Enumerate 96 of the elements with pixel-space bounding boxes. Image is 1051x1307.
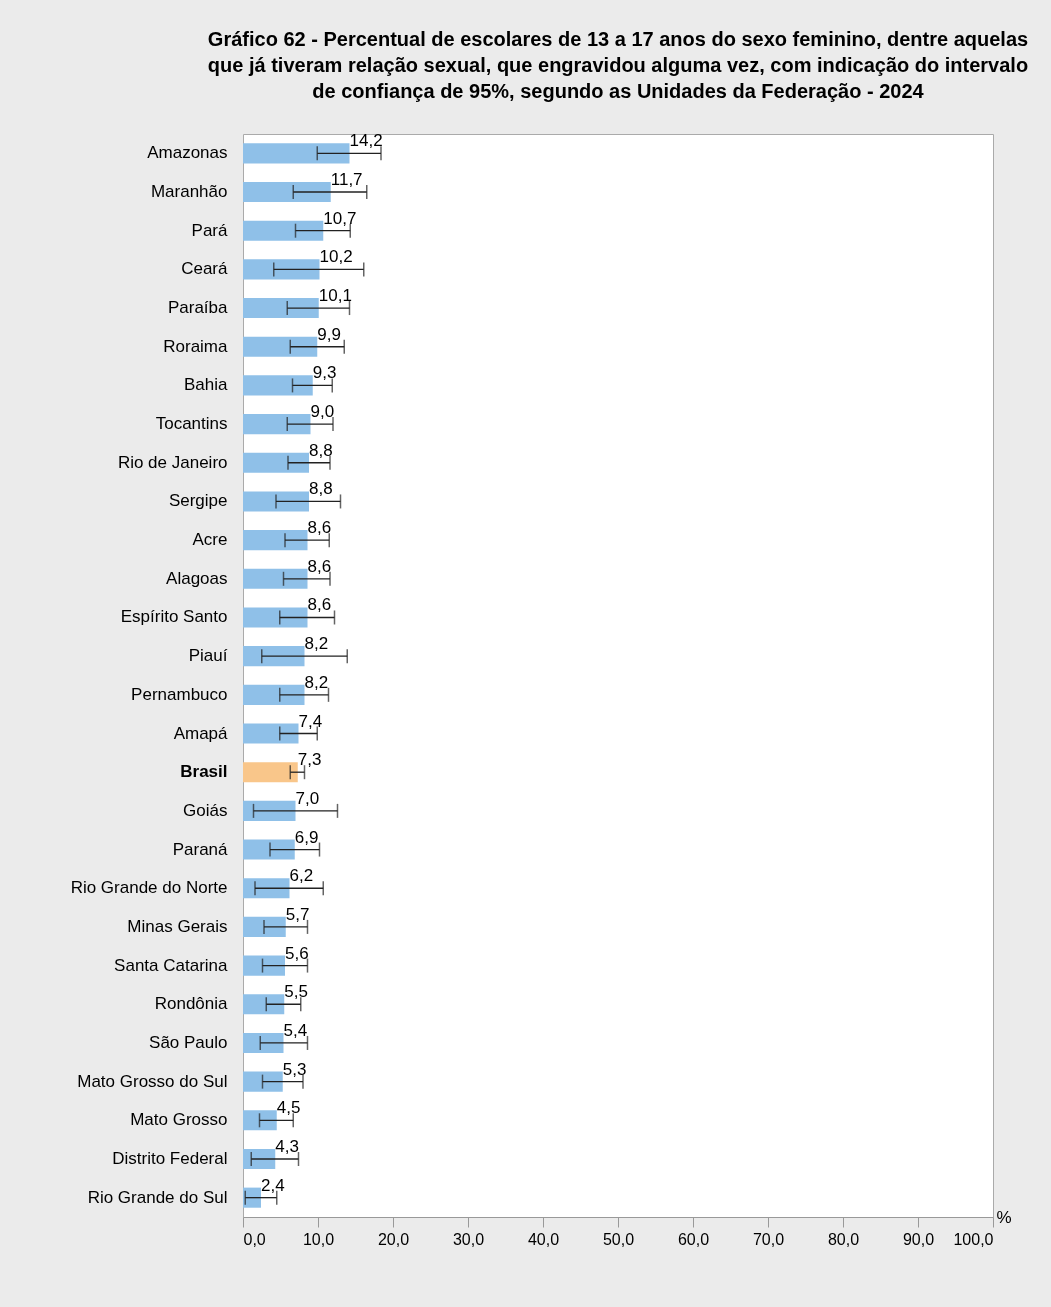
bar — [243, 878, 290, 899]
x-tick-label: 70,0 — [752, 1230, 785, 1248]
x-tick-label: 10,0 — [302, 1230, 335, 1248]
y-tick-label: Brasil — [180, 762, 228, 782]
y-tick-label: Roraima — [163, 336, 229, 356]
data-label: 8,6 — [307, 556, 332, 576]
chart-title: Gráfico 62 - Percentual de escolares de 13 a 17 anos do sexo feminino, dentre aquelas que já tiveram relação sexual, que engravidou alguma vez, com indicação do intervalo de confiança de 95%, segundo as Unidades da Federação - 2024 — [207, 28, 1029, 103]
data-label: 7,3 — [297, 750, 322, 770]
x-tick-label: 20,0 — [377, 1230, 410, 1248]
bar — [243, 220, 324, 241]
bar — [243, 181, 331, 203]
data-label: 9,0 — [310, 402, 335, 422]
data-label: 2,4 — [261, 1175, 285, 1195]
x-tick-label: 100,0 — [953, 1230, 994, 1248]
bar — [243, 143, 350, 164]
bar — [243, 646, 305, 667]
x-tick-label: 60,0 — [677, 1230, 710, 1248]
data-label: 10,1 — [318, 286, 352, 306]
bar — [243, 994, 285, 1015]
y-tick-label: Goiás — [183, 800, 228, 820]
y-tick-label: Rio Grande do Norte — [70, 878, 228, 898]
data-label: 7,4 — [298, 711, 323, 731]
data-label: 11,7 — [330, 170, 363, 190]
data-label: 7,0 — [295, 788, 320, 808]
y-tick-label: Rio de Janeiro — [117, 452, 228, 472]
bar — [243, 1071, 283, 1092]
data-label: 14,2 — [349, 131, 383, 151]
data-label: 8,6 — [307, 518, 332, 538]
data-label: 5,7 — [285, 904, 310, 924]
bar — [243, 568, 308, 589]
y-tick-label: Piauí — [188, 646, 228, 666]
bar — [243, 839, 295, 860]
y-tick-label: Amazonas — [147, 143, 228, 163]
y-tick-label: Acre — [192, 530, 228, 550]
bar — [243, 723, 299, 744]
y-tick-label: Rio Grande do Sul — [87, 1187, 228, 1207]
y-tick-label: Mato Grosso do Sul — [77, 1071, 228, 1091]
data-label: 10,7 — [323, 208, 357, 228]
y-tick-label: Distrito Federal — [112, 1148, 228, 1168]
x-tick-label: 40,0 — [527, 1230, 560, 1248]
bar — [243, 375, 313, 396]
y-tick-label: Pernambuco — [131, 684, 228, 704]
y-tick-label: Alagoas — [166, 568, 228, 588]
bar — [243, 298, 319, 319]
bar — [243, 452, 309, 473]
data-label: 8,8 — [309, 440, 333, 460]
y-tick-label: Maranhão — [150, 182, 228, 202]
y-tick-label: Bahia — [184, 375, 229, 395]
bar — [243, 684, 305, 705]
y-tick-label: Amapá — [173, 723, 229, 743]
bar — [243, 336, 318, 357]
data-label: 8,8 — [309, 479, 333, 499]
y-tick-label: Paraíba — [167, 298, 229, 318]
bar — [243, 607, 308, 628]
bar — [243, 916, 286, 937]
y-tick-label: Mato Grosso — [130, 1110, 228, 1130]
x-tick-label: 0,0 — [243, 1230, 266, 1248]
y-tick-label: Paraná — [172, 839, 229, 859]
y-tick-label: Espírito Santo — [120, 607, 228, 627]
y-tick-label: Ceará — [181, 259, 229, 279]
data-label: 6,9 — [294, 827, 319, 847]
data-label: 6,2 — [289, 866, 314, 886]
data-label: 5,4 — [283, 1020, 308, 1040]
data-label: 4,3 — [275, 1136, 299, 1156]
x-tick-label: 90,0 — [902, 1230, 935, 1248]
bar — [243, 762, 298, 783]
data-label: 9,9 — [317, 324, 341, 344]
y-tick-label: Santa Catarina — [114, 955, 229, 975]
y-tick-label: Minas Gerais — [127, 916, 228, 936]
y-tick-label: Rondônia — [154, 994, 229, 1014]
data-label: 9,3 — [312, 363, 337, 383]
bar — [243, 1032, 284, 1053]
x-axis-title: % — [996, 1207, 1012, 1227]
bar — [243, 955, 285, 976]
bar — [243, 414, 311, 435]
data-label: 5,3 — [282, 1059, 307, 1079]
y-tick-label: Pará — [191, 220, 229, 240]
data-label: 10,2 — [319, 247, 353, 267]
x-tick-label: 50,0 — [602, 1230, 635, 1248]
data-label: 8,2 — [304, 672, 329, 692]
data-label: 8,2 — [304, 634, 329, 654]
x-tick-label: 30,0 — [452, 1230, 485, 1248]
x-tick-label: 80,0 — [827, 1230, 860, 1248]
data-label: 4,5 — [276, 1098, 301, 1118]
bar — [243, 491, 309, 512]
data-label: 5,5 — [284, 982, 308, 1002]
y-tick-label: Tocantins — [155, 414, 228, 434]
bar — [243, 530, 308, 551]
bar — [243, 800, 296, 821]
bar — [243, 259, 320, 280]
bar — [243, 1187, 261, 1208]
y-tick-label: São Paulo — [149, 1032, 228, 1052]
y-tick-label: Sergipe — [168, 491, 228, 511]
bar — [243, 1110, 277, 1131]
data-label: 5,6 — [285, 943, 309, 963]
data-label: 8,6 — [307, 595, 332, 615]
